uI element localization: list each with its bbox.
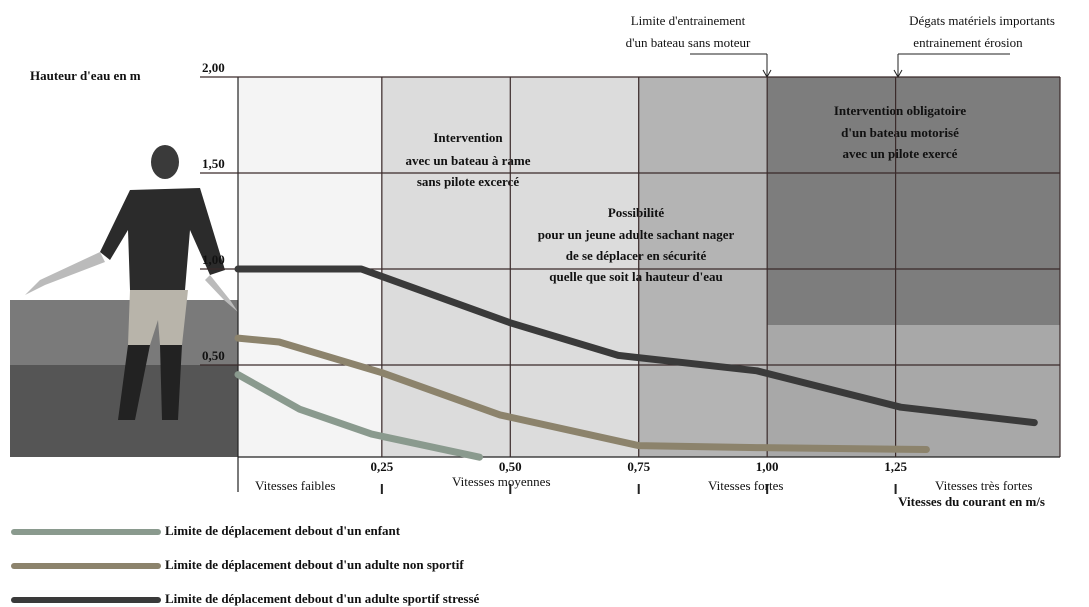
- x-tick-label: 0,25: [370, 459, 393, 474]
- annotation: avec un bateau à rame: [406, 153, 531, 168]
- x-tick-label: 1,00: [756, 459, 779, 474]
- wall: [10, 300, 238, 365]
- annotation: Intervention: [433, 130, 503, 145]
- x-tick-label: 0,75: [627, 459, 650, 474]
- annotation: d'un bateau motorisé: [841, 125, 959, 140]
- speed-label: Vitesses très fortes: [935, 478, 1032, 493]
- y-tick-label: 2,00: [202, 60, 225, 75]
- y-tick-label: 1,00: [202, 252, 225, 267]
- legend-label: Limite de déplacement debout d'un enfant: [165, 523, 401, 538]
- annotation: de se déplacer en sécurité: [566, 248, 707, 263]
- annotation: d'un bateau sans moteur: [626, 35, 751, 50]
- speed-label: Vitesses fortes: [708, 478, 783, 493]
- speed-label: Vitesses faibles: [255, 478, 335, 493]
- annotation: Dégats matériels importants: [909, 13, 1055, 28]
- annotation: sans pilote excercé: [417, 174, 520, 189]
- person: [25, 145, 238, 420]
- data-line: [234, 265, 1038, 427]
- annotation: quelle que soit la hauteur d'eau: [549, 269, 722, 284]
- zone: [767, 77, 1060, 325]
- y-tick-label: 1,50: [202, 156, 225, 171]
- annotation: Intervention obligatoire: [834, 103, 967, 118]
- x-tick-label: 0,50: [499, 459, 522, 474]
- zone: [638, 77, 767, 457]
- annotation: Possibilité: [608, 205, 665, 220]
- data-line: [234, 371, 483, 461]
- zone: [767, 325, 1060, 457]
- x-tick-label: 1,25: [884, 459, 907, 474]
- data-line: [234, 334, 930, 453]
- y-axis-title: Hauteur d'eau en m: [30, 68, 141, 83]
- legend-label: Limite de déplacement debout d'un adulte…: [165, 557, 464, 572]
- annotation: pour un jeune adulte sachant nager: [538, 227, 735, 242]
- annotation: avec un pilote exercé: [843, 146, 958, 161]
- annotation: entrainement érosion: [913, 35, 1023, 50]
- annotation: Limite d'entrainement: [631, 13, 746, 28]
- y-tick-label: 0,50: [202, 348, 225, 363]
- x-axis-title: Vitesses du courant en m/s: [898, 494, 1045, 509]
- speed-label: Vitesses moyennes: [452, 474, 551, 489]
- legend-label: Limite de déplacement debout d'un adulte…: [165, 591, 480, 606]
- zone: [381, 77, 638, 457]
